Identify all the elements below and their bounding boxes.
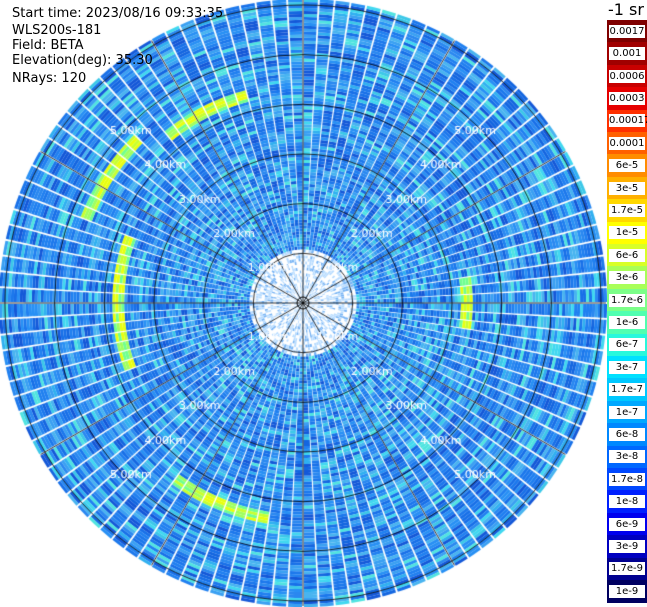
colorbar-label: 1e-8 — [609, 495, 645, 509]
colorbar-label: 1e-7 — [609, 405, 645, 419]
colorbar-label: 0.0017 — [609, 24, 645, 38]
colorbar-title: -1 sr — [608, 0, 644, 19]
colorbar-label: 6e-6 — [609, 248, 645, 262]
colorbar-label: 3e-6 — [609, 271, 645, 285]
colorbar-label: 0.00017 — [609, 114, 647, 128]
colorbar-label: 6e-7 — [609, 338, 645, 352]
colorbar-label: 1.7e-5 — [609, 203, 645, 217]
colorbar-label: 1e-6 — [609, 315, 645, 329]
field-text: Field: BETA — [12, 38, 84, 53]
colorbar-label: 0.0006 — [609, 69, 645, 83]
colorbar-label: 1e-5 — [609, 226, 645, 240]
colorbar-label: 1.7e-8 — [609, 472, 645, 486]
colorbar-label: 0.0001 — [609, 136, 645, 150]
colorbar-label: 1.7e-9 — [609, 562, 645, 576]
colorbar-label: 1.7e-7 — [609, 383, 645, 397]
ppi-plot — [0, 0, 607, 607]
colorbar-label: 6e-8 — [609, 427, 645, 441]
colorbar-label: 0.0003 — [609, 91, 645, 105]
colorbar-label: 3e-5 — [609, 181, 645, 195]
nrays-text: NRays: 120 — [12, 71, 87, 86]
colorbar-label: 1e-9 — [609, 584, 645, 598]
start-time-text: Start time: 2023/08/16 09:33:35 — [12, 6, 224, 21]
colorbar-label: 0.001 — [609, 47, 645, 61]
device-text: WLS200s-181 — [12, 23, 102, 38]
colorbar-label: 6e-5 — [609, 159, 645, 173]
colorbar-label: 3e-9 — [609, 539, 645, 553]
elevation-text: Elevation(deg): 35.30 — [12, 53, 153, 68]
colorbar-label: 3e-8 — [609, 450, 645, 464]
colorbar-label: 6e-9 — [609, 517, 645, 531]
colorbar-label: 1.7e-6 — [609, 293, 645, 307]
colorbar-label: 3e-7 — [609, 360, 645, 374]
